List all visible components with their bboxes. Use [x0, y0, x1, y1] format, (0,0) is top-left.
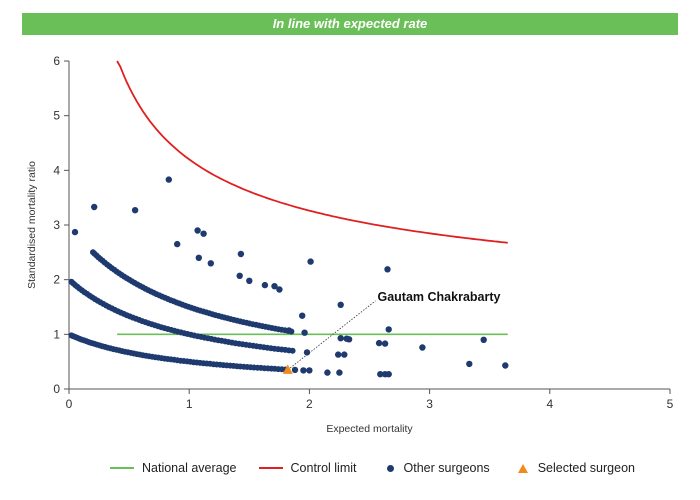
other-surgeon-point: [236, 272, 243, 279]
x-tick-label: 4: [546, 397, 553, 411]
x-tick-label: 0: [66, 397, 73, 411]
other-surgeon-point: [165, 176, 172, 183]
other-surgeons-points: [68, 176, 509, 378]
other-surgeon-point: [466, 360, 473, 368]
other-surgeon-point: [385, 371, 392, 378]
other-surgeon-point: [237, 250, 245, 258]
other-surgeon-point: [336, 369, 343, 376]
chart-legend: National average Control limit Other sur…: [110, 458, 635, 478]
other-surgeon-point: [480, 336, 487, 343]
other-surgeon-point: [174, 240, 181, 248]
other-surgeon-point: [306, 367, 313, 374]
legend-item-national-average: National average: [110, 461, 237, 475]
legend-item-other-surgeons: Other surgeons: [379, 461, 490, 475]
y-tick-label: 4: [53, 163, 60, 177]
other-surgeon-point: [502, 362, 509, 369]
other-surgeon-point: [300, 367, 307, 374]
other-surgeon-point: [324, 369, 331, 376]
x-axis-title: Expected mortality: [326, 423, 413, 435]
other-surgeon-point: [303, 349, 311, 356]
legend-item-selected-surgeon: Selected surgeon: [512, 461, 635, 475]
selected-surgeon-marker: [282, 364, 293, 374]
other-surgeons-swatch: [386, 464, 394, 472]
other-surgeon-point: [131, 207, 139, 214]
selected-surgeon-swatch: [517, 463, 528, 473]
other-surgeon-point: [345, 336, 353, 343]
other-surgeon-point: [377, 371, 384, 378]
legend-item-control-limit: Control limit: [258, 461, 357, 475]
other-surgeon-point: [384, 266, 391, 273]
other-surgeon-point: [200, 230, 207, 237]
selected-surgeon-leader-line: [287, 300, 376, 371]
other-surgeon-point: [276, 286, 283, 293]
y-tick-label: 6: [53, 54, 60, 68]
other-surgeon-point: [299, 312, 306, 319]
legend-label-national-average: National average: [142, 461, 237, 475]
other-surgeon-point: [337, 301, 344, 308]
selected-surgeon-label: Gautam Chakrabarty: [378, 290, 501, 304]
other-surgeon-point: [271, 283, 278, 290]
other-surgeon-point: [246, 277, 253, 284]
other-surgeon-point: [71, 228, 79, 236]
other-surgeon-point: [195, 254, 202, 261]
y-tick-label: 1: [53, 327, 60, 341]
y-tick-label: 3: [53, 218, 60, 232]
y-tick-label: 2: [53, 273, 60, 287]
other-surgeon-point: [194, 227, 201, 234]
control-limit-swatch: [258, 467, 283, 469]
other-surgeon-point: [335, 351, 342, 358]
other-surgeon-point: [375, 339, 383, 347]
other-surgeon-point: [261, 281, 269, 289]
other-surgeon-point: [307, 258, 314, 265]
other-surgeon-point: [337, 335, 344, 342]
other-surgeon-point: [341, 351, 348, 358]
other-surgeon-point: [301, 329, 308, 336]
other-surgeon-point: [385, 326, 392, 333]
other-surgeon-point: [207, 260, 214, 267]
other-surgeon-point: [381, 340, 389, 347]
legend-label-selected-surgeon: Selected surgeon: [537, 461, 635, 475]
status-banner: In line with expected rate: [22, 13, 678, 35]
x-tick-label: 2: [306, 397, 313, 411]
y-axis-title: Standardised mortality ratio: [26, 161, 38, 289]
other-surgeon-point: [285, 327, 293, 334]
legend-label-other-surgeons: Other surgeons: [403, 461, 490, 475]
y-tick-label: 0: [53, 382, 60, 396]
y-tick-label: 5: [53, 109, 60, 123]
other-surgeon-point: [419, 344, 426, 351]
other-surgeon-point: [91, 203, 98, 211]
other-surgeon-point: [289, 347, 296, 354]
x-tick-label: 3: [426, 397, 433, 411]
x-tick-label: 5: [667, 397, 674, 411]
national-average-swatch: [110, 467, 134, 469]
other-surgeon-point: [291, 366, 299, 374]
legend-label-control-limit: Control limit: [290, 461, 357, 475]
control-limit-curve: [116, 60, 508, 244]
x-tick-label: 1: [186, 397, 193, 411]
